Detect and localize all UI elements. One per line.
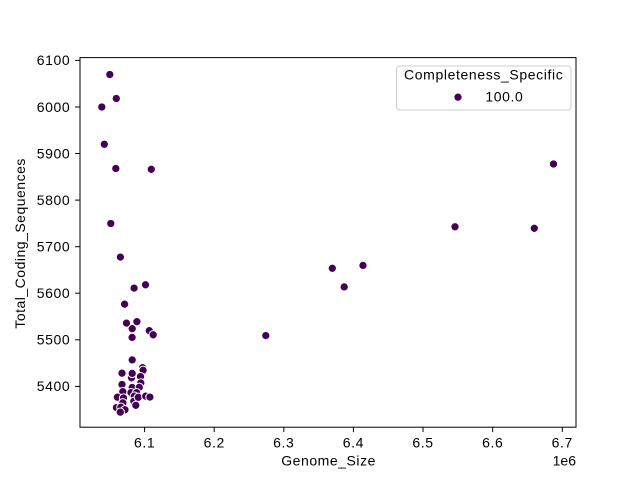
svg-text:5700: 5700	[37, 239, 71, 255]
svg-text:6100: 6100	[37, 52, 71, 68]
svg-text:Genome_Size: Genome_Size	[281, 453, 376, 469]
svg-text:5800: 5800	[37, 192, 71, 208]
svg-text:6.1: 6.1	[134, 435, 155, 451]
svg-text:5500: 5500	[37, 332, 71, 348]
svg-text:1e6: 1e6	[553, 453, 577, 469]
svg-text:100.0: 100.0	[485, 89, 523, 105]
svg-text:6.7: 6.7	[552, 435, 573, 451]
svg-text:6.4: 6.4	[343, 435, 364, 451]
svg-text:Total_Coding_Sequences: Total_Coding_Sequences	[12, 158, 28, 329]
svg-text:6.2: 6.2	[204, 435, 225, 451]
svg-text:5600: 5600	[37, 285, 71, 301]
svg-text:6.5: 6.5	[412, 435, 433, 451]
svg-text:5400: 5400	[37, 378, 71, 394]
svg-text:6.3: 6.3	[273, 435, 294, 451]
svg-text:6.6: 6.6	[482, 435, 503, 451]
svg-text:6000: 6000	[37, 99, 71, 115]
svg-text:Completeness_Specific: Completeness_Specific	[404, 67, 563, 83]
svg-text:5900: 5900	[37, 145, 71, 161]
